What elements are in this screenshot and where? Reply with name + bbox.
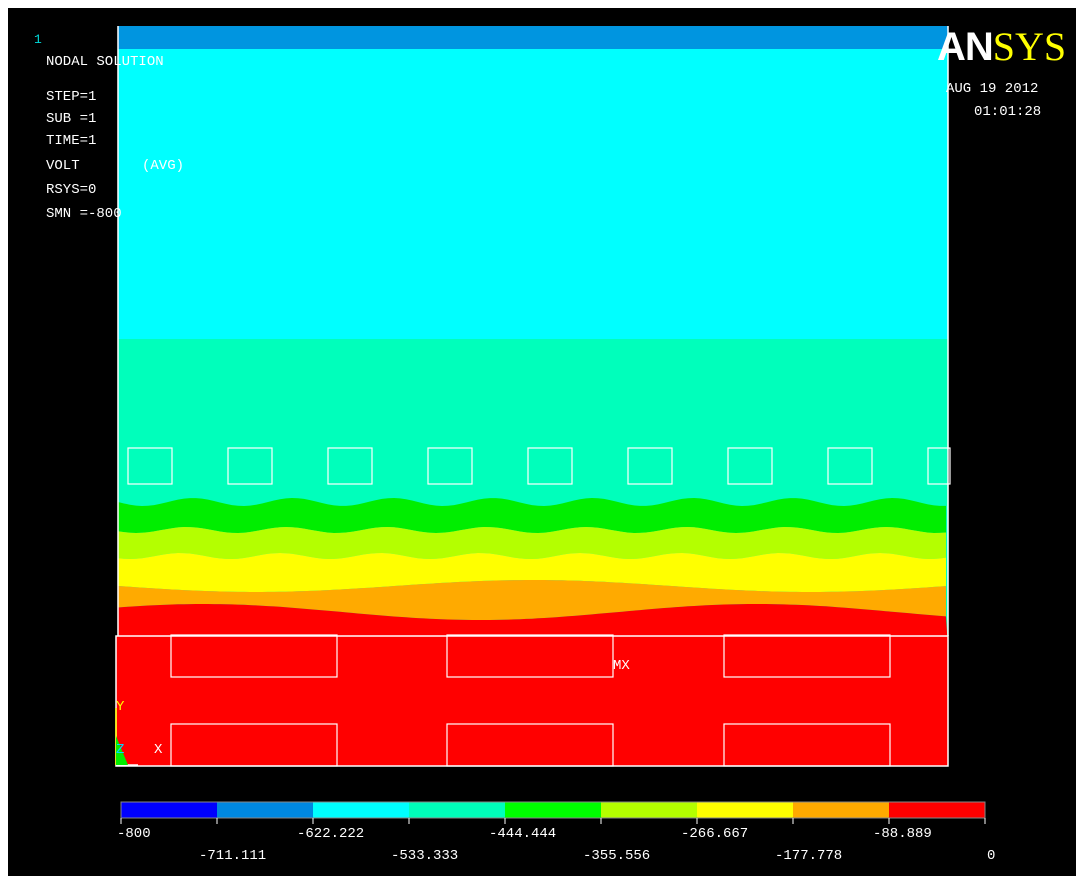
legend-label-bottom: -177.778 <box>775 848 843 864</box>
legend-swatch <box>601 802 697 818</box>
triad-x-label: X <box>154 742 163 758</box>
contour-band-orange <box>118 580 946 620</box>
contour-plot[interactable] <box>8 8 1076 876</box>
electrode-outline <box>327 447 373 485</box>
legend-label-top: -622.222 <box>297 826 365 842</box>
triad-z-marker <box>116 736 128 765</box>
info-smn: SMN =-800 <box>46 206 122 222</box>
info-sub: SUB =1 <box>46 111 97 127</box>
ansys-logo: ANSYS <box>937 24 1067 69</box>
electrode-outline <box>627 447 673 485</box>
legend-swatch <box>121 802 217 818</box>
contour-band-green <box>118 498 946 533</box>
upper-block-outline <box>170 634 338 678</box>
legend-bar-frame <box>120 801 986 819</box>
date-label: AUG 19 2012 <box>946 81 1039 97</box>
electrode-outline <box>127 447 173 485</box>
legend-swatch <box>889 802 985 818</box>
legend-label-bottom: -533.333 <box>391 848 459 864</box>
contour-band-blue <box>118 26 948 49</box>
legend-label-bottom: -711.111 <box>199 848 267 864</box>
triad-z-label: Z <box>116 742 125 758</box>
max-marker: MX <box>613 658 630 674</box>
contour-band-cyan <box>118 49 948 339</box>
info-rsys: RSYS=0 <box>46 182 97 198</box>
triad-y-label: Y <box>116 699 125 715</box>
electrode-outline <box>227 447 273 485</box>
time-label: 01:01:28 <box>974 104 1042 120</box>
electrode-outline <box>727 447 773 485</box>
legend-label-top: -444.444 <box>489 826 557 842</box>
window-number: 1 <box>34 32 42 47</box>
legend-label-top: -88.889 <box>873 826 932 842</box>
lower-block-outline <box>446 723 614 767</box>
legend-label-top: -266.667 <box>681 826 749 842</box>
contour-band-lime <box>118 527 946 559</box>
graphics-window[interactable]: 1 NODAL SOLUTION STEP=1 SUB =1 TIME=1 VO… <box>8 8 1076 876</box>
electrode-outline <box>427 447 473 485</box>
legend-swatch <box>697 802 793 818</box>
upper-block-outline <box>446 634 614 678</box>
electrode-outline <box>527 447 573 485</box>
logo-an: AN <box>937 25 994 69</box>
info-time: TIME=1 <box>46 133 97 149</box>
info-step: STEP=1 <box>46 89 97 105</box>
info-avg: (AVG) <box>142 158 185 174</box>
info-title: NODAL SOLUTION <box>46 54 164 70</box>
info-volt: VOLT <box>46 158 80 174</box>
legend-swatch <box>793 802 889 818</box>
contour-region-lower <box>116 636 948 766</box>
legend-swatch <box>505 802 601 818</box>
electrode-outline <box>827 447 873 485</box>
upper-block-outline <box>723 634 891 678</box>
legend-label-top: -800 <box>117 826 151 842</box>
legend-swatch <box>313 802 409 818</box>
contour-band-yellow <box>118 553 946 592</box>
legend-swatch <box>409 802 505 818</box>
electrode-outline <box>927 447 951 485</box>
legend-label-bottom: -355.556 <box>583 848 651 864</box>
legend-label-bottom: 0 <box>987 848 996 864</box>
logo-sys: SYS <box>992 24 1067 69</box>
legend-swatch <box>217 802 313 818</box>
lower-block-outline <box>723 723 891 767</box>
lower-block-outline <box>170 723 338 767</box>
